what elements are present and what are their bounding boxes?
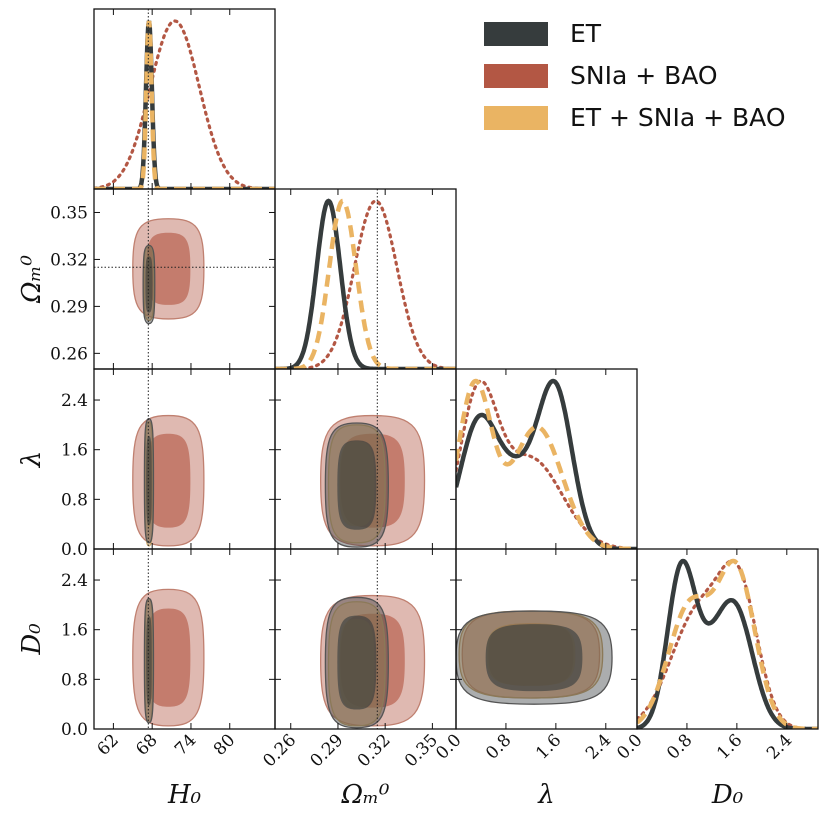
x-tick-label-D0: 0.0 — [613, 730, 646, 763]
panel-frame — [93, 8, 276, 190]
marginal-curve-et-snia-bao — [94, 20, 275, 189]
x-axis-label-lam: λ — [537, 780, 554, 810]
panel-frame — [636, 548, 819, 730]
legend-swatch-et-snia-bao — [484, 106, 548, 130]
contour-inner-et — [337, 440, 377, 530]
contour-panel-H0-Om — [132, 218, 205, 325]
marginal-curve-et — [456, 378, 637, 549]
y-tick-label-Om: 0.29 — [50, 297, 88, 317]
y-tick-label-D0: 1.6 — [61, 621, 88, 641]
contour-inner-snia-bao — [146, 433, 191, 528]
marginal-curve-et — [94, 20, 275, 189]
x-tick-label-H0: 62 — [93, 730, 122, 759]
legend-label: ET — [570, 19, 602, 48]
contour-inner-snia-bao — [146, 608, 191, 707]
x-tick-label-lam: 1.6 — [532, 730, 565, 763]
contour-panel-H0-D0 — [132, 588, 205, 727]
x-axis-label-D0: D₀ — [711, 780, 744, 810]
x-tick-label-H0: 74 — [171, 730, 200, 759]
marginal-curve-et-snia-bao — [275, 198, 456, 369]
y-tick-label-Om: 0.32 — [50, 250, 88, 270]
y-axis-label-lam: λ — [17, 451, 47, 468]
y-tick-label-D0: 0.8 — [61, 670, 88, 690]
x-tick-label-H0: 80 — [210, 730, 239, 759]
x-tick-label-lam: 2.4 — [582, 730, 615, 763]
marginal-curve-snia-bao — [275, 199, 456, 369]
y-tick-label-Om: 0.26 — [50, 344, 88, 364]
marginal-panel-Om — [275, 198, 456, 369]
contour-panel-lam-D0 — [456, 610, 613, 705]
legend-swatch-et — [484, 22, 548, 46]
y-tick-label-D0: 2.4 — [61, 571, 88, 591]
x-tick-label-Om: 0.29 — [307, 730, 348, 771]
contour-inner-et — [485, 624, 583, 692]
marginal-curve-et — [637, 558, 818, 729]
y-axis-label-Om: Ωₘ⁰ — [17, 254, 47, 304]
marginal-curve-et-snia-bao — [456, 378, 637, 549]
y-tick-label-lam: 1.6 — [61, 441, 88, 461]
contour-inner-et — [146, 436, 152, 526]
x-tick-label-lam: 0.8 — [482, 730, 515, 763]
contour-panel-H0-lam — [132, 414, 205, 547]
y-tick-label-lam: 0.0 — [61, 540, 88, 560]
y-tick-label-lam: 2.4 — [61, 391, 88, 411]
contour-inner-et — [337, 615, 377, 710]
legend: ET SNIa + BAO ET + SNIa + BAO — [484, 19, 786, 132]
x-tick-label-D0: 1.6 — [713, 730, 746, 763]
x-tick-label-Om: 0.32 — [354, 730, 395, 771]
marginal-panel-lam — [456, 378, 637, 549]
marginal-panel-D0 — [637, 558, 818, 729]
marginal-panel-H0 — [94, 19, 275, 189]
y-tick-label-Om: 0.35 — [50, 203, 88, 223]
contour-inner-et — [145, 256, 153, 313]
y-tick-label-D0: 0.0 — [61, 720, 88, 740]
marginal-curve-snia-bao — [94, 19, 275, 189]
contour-panel-Om-D0 — [319, 594, 426, 729]
marginal-curve-et-snia-bao — [637, 558, 818, 729]
legend-swatch-snia-bao — [484, 64, 548, 88]
x-tick-label-D0: 0.8 — [663, 730, 696, 763]
y-tick-label-lam: 0.8 — [61, 490, 88, 510]
x-axis-label-Om: Ωₘ⁰ — [341, 780, 391, 810]
x-tick-label-H0: 68 — [132, 730, 161, 759]
marginal-curve-et — [275, 198, 456, 369]
contour-panel-Om-lam — [319, 414, 426, 548]
y-axis-label-D0: D₀ — [17, 623, 47, 656]
x-axis-label-H0: H₀ — [167, 780, 202, 810]
contour-inner-et — [146, 616, 152, 706]
x-tick-label-lam: 0.0 — [432, 730, 465, 763]
contour-inner-snia-bao — [146, 232, 191, 305]
x-tick-label-Om: 0.26 — [259, 730, 300, 771]
legend-label: ET + SNIa + BAO — [570, 103, 786, 132]
legend-label: SNIa + BAO — [570, 61, 718, 90]
x-tick-label-D0: 2.4 — [763, 730, 796, 763]
marginal-curve-snia-bao — [456, 379, 637, 549]
